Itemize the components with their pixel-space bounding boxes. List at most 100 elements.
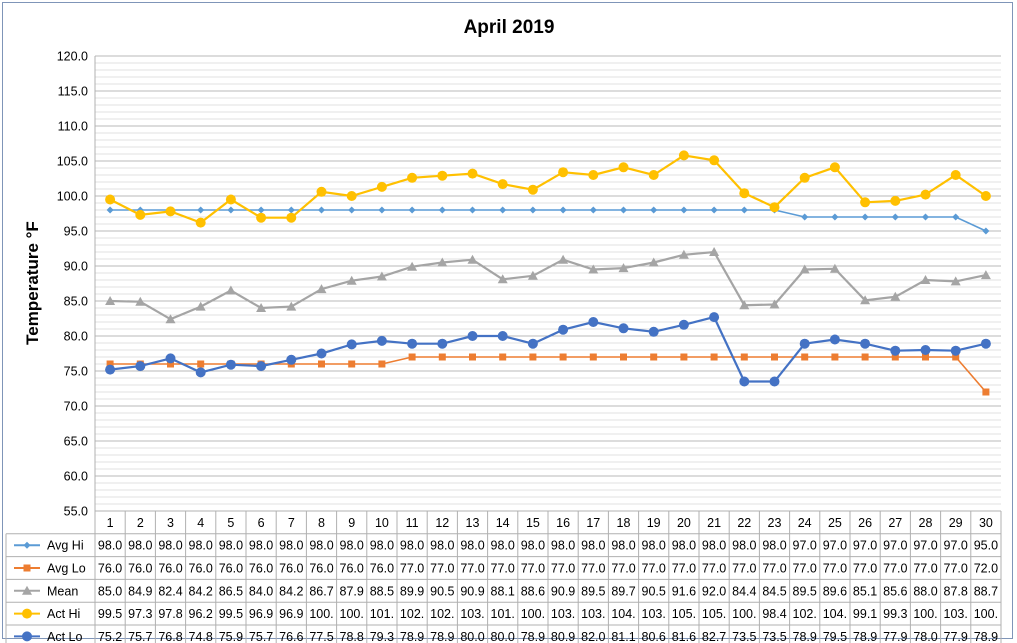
data-point-act-hi [346, 191, 357, 201]
table-cell-mean: 85.0 [98, 584, 122, 598]
x-category-label: 17 [586, 516, 600, 530]
table-cell-mean: 88.7 [974, 584, 998, 598]
table-cell-act-hi: 101. [491, 607, 515, 621]
table-cell-avg-lo: 77.0 [581, 562, 605, 576]
data-point-act-lo [407, 338, 418, 349]
data-point-avg-lo [589, 353, 597, 361]
x-category-label: 1 [107, 516, 114, 530]
table-cell-act-hi: 100. [732, 607, 756, 621]
table-cell-act-hi: 103. [581, 607, 605, 621]
table-cell-avg-hi: 98.0 [702, 539, 726, 553]
data-point-mean [588, 264, 599, 274]
data-point-act-lo [829, 334, 840, 345]
data-point-act-lo [950, 345, 961, 356]
table-cell-avg-hi: 98.0 [762, 539, 786, 553]
gridlines [94, 55, 1001, 512]
series-line-act-hi [109, 154, 987, 224]
data-point-act-hi [437, 170, 448, 181]
data-point-avg-hi [740, 206, 748, 214]
data-point-act-hi [407, 172, 418, 183]
data-point-avg-lo [710, 353, 718, 361]
data-point-avg-hi [499, 206, 507, 214]
data-point-act-hi [799, 172, 810, 183]
data-point-act-hi [467, 168, 478, 179]
table-cell-avg-hi: 98.0 [279, 539, 303, 553]
table-cell-mean: 89.9 [400, 584, 424, 598]
data-point-act-lo [980, 338, 991, 349]
data-point-act-lo [890, 345, 901, 356]
table-cell-act-lo: 81.1 [611, 630, 635, 643]
data-point-act-lo [135, 361, 146, 372]
chart-title: April 2019 [464, 17, 555, 38]
data-point-avg-lo [167, 360, 174, 368]
table-cell-mean: 92.0 [702, 584, 726, 598]
table-cell-act-lo: 77.9 [944, 630, 968, 643]
data-point-act-lo [920, 345, 931, 355]
table-cell-mean: 85.1 [853, 584, 877, 598]
table-cell-act-hi: 102. [793, 607, 817, 621]
table-cell-avg-hi: 98.0 [370, 539, 394, 553]
data-point-act-lo [256, 361, 267, 372]
x-category-label: 19 [647, 516, 661, 530]
table-cell-act-hi: 102. [430, 607, 454, 621]
table-cell-avg-lo: 76.0 [249, 562, 273, 576]
x-category-label: 16 [556, 516, 570, 530]
table-cell-mean: 84.2 [189, 584, 213, 598]
data-point-act-hi [618, 162, 629, 173]
table-cell-mean: 87.8 [944, 584, 968, 598]
table-cell-avg-lo: 77.0 [883, 562, 907, 576]
data-point-avg-lo [891, 353, 899, 361]
y-tick-label: 55.0 [64, 505, 88, 519]
x-category-label: 2 [137, 516, 144, 530]
data-point-mean [437, 257, 448, 267]
legend-label-avg-hi: Avg Hi [47, 539, 84, 553]
x-category-label: 18 [617, 516, 631, 530]
data-point-avg-lo [529, 353, 537, 361]
data-point-avg-hi [408, 206, 416, 214]
data-point-mean [829, 263, 840, 273]
data-point-act-hi [678, 150, 689, 161]
legend-key-marker-mean [22, 585, 32, 595]
table-cell-avg-hi: 98.0 [400, 539, 424, 553]
data-point-act-lo [165, 353, 176, 364]
data-point-mean [890, 291, 901, 301]
legend-label-avg-lo: Avg Lo [47, 562, 86, 576]
table-cell-act-lo: 80.0 [460, 630, 484, 643]
legend-label-act-lo: Act Lo [47, 630, 82, 643]
table-cell-act-hi: 100. [340, 607, 364, 621]
x-category-label: 5 [227, 516, 234, 530]
table-cell-avg-lo: 77.0 [853, 562, 877, 576]
table-cell-avg-lo: 76.0 [128, 562, 152, 576]
x-category-label: 26 [858, 516, 872, 530]
table-cell-mean: 84.0 [249, 584, 273, 598]
table-cell-avg-hi: 98.0 [340, 539, 364, 553]
table-cell-avg-hi: 98.0 [98, 539, 122, 553]
table-cell-avg-lo: 77.0 [732, 562, 756, 576]
data-point-avg-hi [438, 206, 446, 214]
data-point-avg-hi [559, 206, 567, 214]
data-point-avg-hi [318, 206, 325, 214]
x-category-label: 21 [707, 516, 721, 530]
y-tick-label: 115.0 [58, 85, 88, 99]
data-point-act-lo [195, 367, 206, 378]
table-cell-avg-hi: 97.0 [853, 539, 877, 553]
table-cell-mean: 89.5 [581, 584, 605, 598]
series-layer [105, 150, 991, 396]
table-cell-avg-hi: 98.0 [521, 539, 545, 553]
data-point-act-hi [980, 191, 991, 201]
table-cell-avg-lo: 76.0 [189, 562, 213, 576]
table-cell-avg-lo: 77.0 [521, 562, 545, 576]
data-point-mean [195, 301, 206, 311]
table-cell-act-hi: 96.9 [279, 607, 303, 621]
table-cell-mean: 90.9 [551, 584, 575, 598]
legend-key-marker-act-hi [22, 608, 32, 619]
data-point-mean [950, 276, 961, 286]
data-point-avg-hi [620, 206, 627, 214]
data-point-act-hi [256, 212, 267, 223]
data-point-mean [316, 284, 327, 294]
table-cell-avg-hi: 98.0 [672, 539, 696, 553]
data-point-mean [105, 296, 116, 305]
table-cell-avg-lo: 77.0 [823, 562, 847, 576]
table-cell-avg-lo: 77.0 [642, 562, 666, 576]
table-cell-avg-lo: 77.0 [793, 562, 817, 576]
